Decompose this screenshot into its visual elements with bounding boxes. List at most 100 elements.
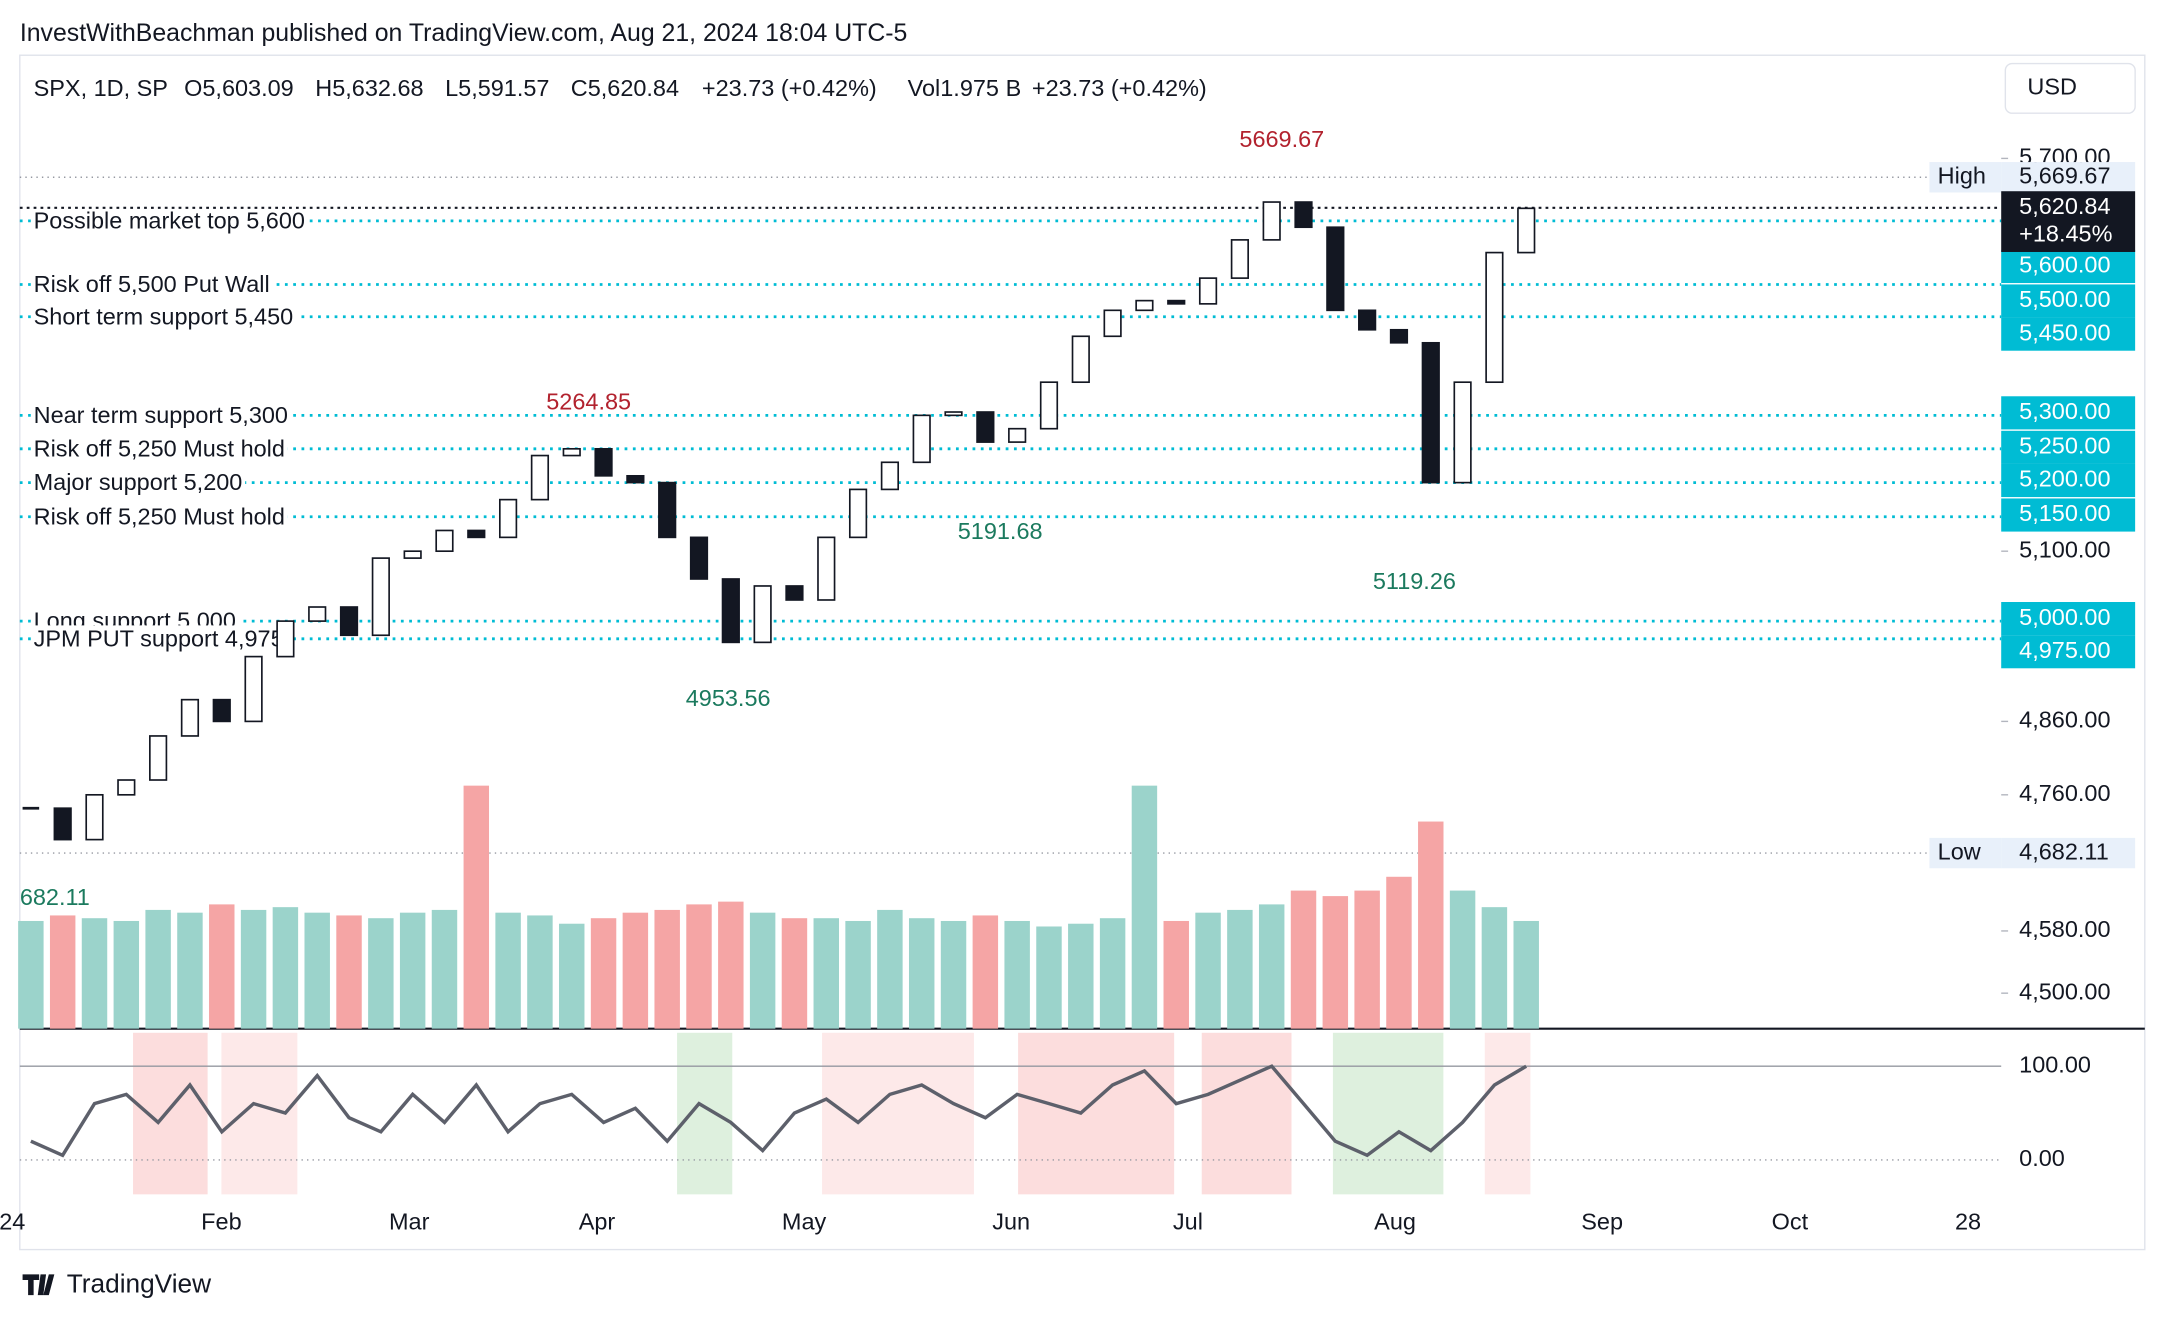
- volume-bar: [1131, 785, 1158, 1029]
- candle: [339, 606, 359, 637]
- volume-bar: [1099, 918, 1126, 1029]
- volume-bar: [209, 904, 235, 1029]
- volume-bar: [1449, 890, 1476, 1029]
- level-label-bg: [30, 271, 273, 298]
- volume-bar: [240, 909, 267, 1029]
- candle: [212, 698, 231, 723]
- volume-bar: [527, 915, 553, 1029]
- volume-bar: [1195, 912, 1221, 1029]
- extreme-label: 4,682.11: [2019, 838, 2109, 864]
- volume-bar: [304, 912, 330, 1029]
- volume-bar: [972, 915, 999, 1029]
- x-tick-label: Jun: [992, 1209, 1030, 1235]
- annotation: 5191.68: [958, 518, 1043, 544]
- volume-bar: [686, 904, 712, 1029]
- level-tag: 5,250.00: [2019, 433, 2110, 459]
- chart-frame: [19, 54, 2146, 1251]
- open: O5,603.09: [184, 75, 294, 101]
- x-tick-label: Aug: [1374, 1209, 1416, 1235]
- level-label: Risk off 5,250 Must hold: [34, 503, 285, 529]
- volume-bar: [495, 912, 521, 1029]
- volume-bar: [908, 918, 935, 1029]
- brand: TradingView: [67, 1268, 211, 1298]
- extreme-box: [2001, 162, 2136, 193]
- volume-bar: [749, 912, 776, 1029]
- level-label: JPM PUT support 4,975: [34, 625, 284, 651]
- logo: [22, 1274, 55, 1296]
- candle: [530, 454, 550, 501]
- level-tag-box: [2001, 284, 2136, 318]
- x-tick-label: 024: [0, 1209, 25, 1235]
- candle: [498, 498, 518, 539]
- level-label-bg: [30, 435, 288, 462]
- volume-bar: [559, 923, 585, 1029]
- osc-shade: [1018, 1032, 1175, 1195]
- y-tick-label: 4,500.00: [2019, 978, 2110, 1004]
- x-tick-label: Sep: [1581, 1209, 1623, 1235]
- volume-bar: [18, 920, 44, 1029]
- volume-bar: [272, 907, 299, 1029]
- volume-bar: [877, 909, 903, 1029]
- candle: [1039, 381, 1059, 430]
- current-price: 5,620.84: [2019, 193, 2110, 219]
- osc-shade: [677, 1032, 733, 1195]
- candle: [117, 779, 136, 796]
- volume-bar: [1322, 896, 1349, 1029]
- candle: [1198, 277, 1218, 305]
- volume-unit: B: [1006, 75, 1022, 101]
- high-value: H5,632.68: [315, 75, 423, 101]
- symbol: SPX, 1D, SP: [34, 75, 168, 101]
- level-label-bg: [30, 303, 296, 330]
- candle: [626, 474, 645, 484]
- level-label: Risk off 5,500 Put Wall: [34, 271, 270, 297]
- osc-shade: [1201, 1032, 1292, 1195]
- candle: [817, 536, 836, 601]
- current-change: +18.45%: [2019, 221, 2112, 247]
- volume-bar: [336, 915, 362, 1029]
- volume-bar: [1227, 909, 1253, 1029]
- volume-bar: [1004, 920, 1030, 1029]
- x-tick-label: Mar: [389, 1209, 430, 1235]
- level-tag-box: [2001, 635, 2136, 669]
- x-tick-label: May: [782, 1209, 827, 1235]
- oscillator-line: [30, 1064, 1528, 1158]
- level-tag: 5,300.00: [2019, 398, 2110, 424]
- candle: [1167, 299, 1186, 305]
- candle: [1421, 341, 1440, 484]
- current-price-box: [2001, 191, 2136, 252]
- candle: [1103, 309, 1122, 338]
- osc-shade: [1332, 1032, 1444, 1195]
- candle: [912, 414, 931, 464]
- level-label: Major support 5,200: [34, 469, 243, 495]
- volume-bar: [81, 918, 108, 1029]
- candle: [244, 655, 263, 723]
- x-tick-label: Jul: [1173, 1209, 1203, 1235]
- volume-bar: [177, 912, 203, 1029]
- level-label: Possible market top 5,600: [34, 207, 305, 233]
- level-label-bg: [30, 625, 287, 652]
- candle: [1230, 239, 1249, 279]
- volume-bar: [1036, 926, 1062, 1029]
- volume-bar: [463, 785, 490, 1029]
- candle: [1485, 251, 1504, 384]
- volume-bar: [813, 918, 839, 1029]
- osc-shade: [1484, 1032, 1531, 1195]
- level-tag: 5,200.00: [2019, 466, 2110, 492]
- annotation: 4953.56: [686, 685, 771, 711]
- volume-bar: [399, 912, 426, 1029]
- candle: [976, 411, 995, 443]
- candle: [944, 411, 963, 417]
- level-label-bg: [30, 207, 308, 234]
- volume-bar: [622, 912, 649, 1029]
- candle: [1389, 328, 1409, 344]
- osc-shade: [133, 1032, 208, 1195]
- volume-bar: [145, 909, 171, 1029]
- candle: [276, 620, 295, 658]
- currency[interactable]: USD: [2027, 74, 2077, 100]
- volume-bar: [940, 920, 967, 1029]
- candle: [689, 536, 709, 580]
- volume-bar: [1418, 821, 1444, 1029]
- candle: [371, 557, 390, 637]
- currency-button[interactable]: [2004, 62, 2136, 114]
